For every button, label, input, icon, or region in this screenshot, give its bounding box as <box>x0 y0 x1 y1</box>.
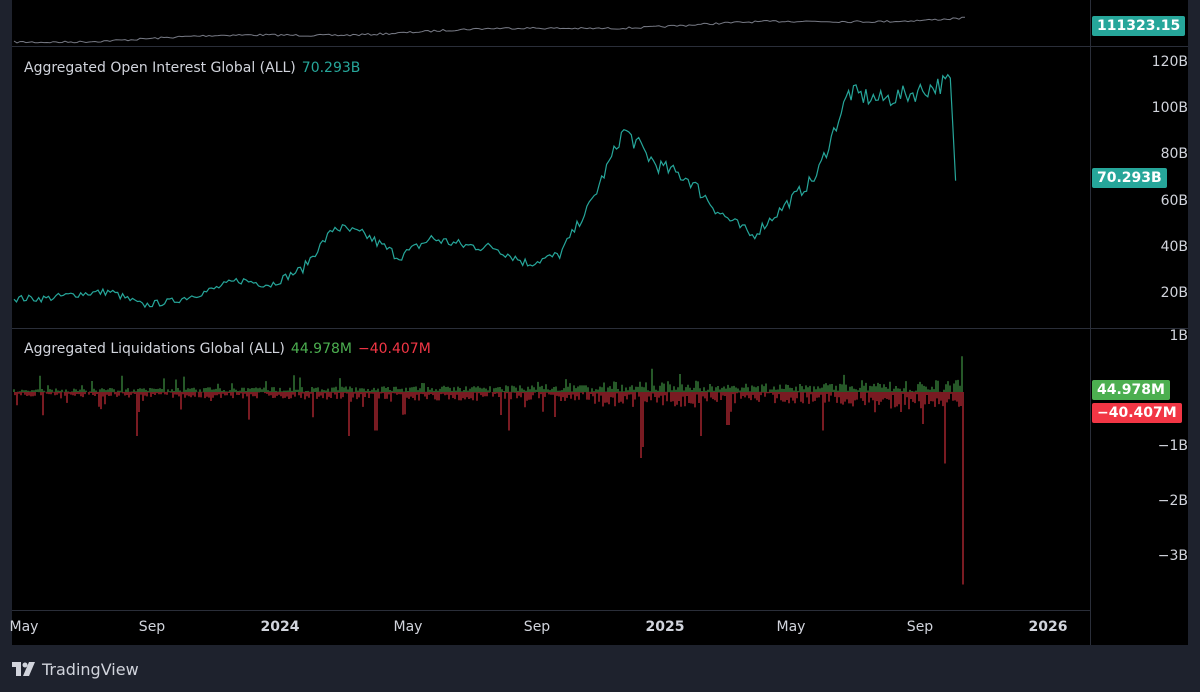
price-axis[interactable] <box>1090 0 1188 645</box>
oi-axis-tick-label: 120B <box>1151 54 1188 70</box>
time-axis-label: May <box>9 619 39 635</box>
time-axis-label: 2026 <box>1028 619 1068 635</box>
liq-legend[interactable]: Aggregated Liquidations Global (ALL) 44.9… <box>24 341 431 357</box>
oi-series-line <box>13 73 957 309</box>
time-axis[interactable] <box>12 610 1090 645</box>
time-axis-label: 2025 <box>645 619 685 635</box>
tradingview-branding[interactable]: TradingView <box>12 659 139 679</box>
time-axis-label: Sep <box>906 619 934 635</box>
oi-axis-tick-label: 60B <box>1160 192 1188 209</box>
pane-separator-middle[interactable] <box>12 328 1188 329</box>
time-axis-label: Sep <box>138 619 166 635</box>
oi-legend-title: Aggregated Open Interest Global (ALL) <box>24 60 296 76</box>
liq-axis-tick-label: −2B <box>1157 493 1188 509</box>
oi-axis-tick-label: 40B <box>1160 238 1188 255</box>
liq-axis-tick-label: −1B <box>1157 438 1188 454</box>
pane-separator-top[interactable] <box>12 46 1188 47</box>
liq-legend-short-value: −40.407M <box>357 341 431 357</box>
time-axis-label: May <box>393 619 423 635</box>
liq-legend-title: Aggregated Liquidations Global (ALL) <box>24 341 285 357</box>
oi-legend-value: 70.293B <box>301 60 361 76</box>
liq-axis-tick-label: −3B <box>1157 548 1188 564</box>
oi-axis-tick-label: 20B <box>1160 284 1188 301</box>
btc-price-tag: 111323.15 <box>1092 16 1186 36</box>
tradingview-logo-icon <box>12 662 35 676</box>
oi-axis-tick-label: 80B <box>1160 146 1188 163</box>
tradingview-name: TradingView <box>42 659 139 679</box>
liq-legend-long-value: 44.978M <box>290 341 352 357</box>
oi-legend[interactable]: Aggregated Open Interest Global (ALL) 70.… <box>24 60 360 76</box>
chart-area[interactable] <box>12 0 1090 645</box>
liq-short-tag: −40.407M <box>1092 403 1182 423</box>
liq-axis-tick-label: 1B <box>1169 328 1188 344</box>
time-axis-label: Sep <box>523 619 551 635</box>
btc-mini-line <box>13 16 966 44</box>
time-axis-label: May <box>776 619 806 635</box>
oi-axis-tick-label: 100B <box>1151 100 1188 117</box>
oi-value-tag: 70.293B <box>1092 168 1167 188</box>
liq-long-tag: 44.978M <box>1092 380 1170 400</box>
time-axis-label: 2024 <box>260 619 300 635</box>
